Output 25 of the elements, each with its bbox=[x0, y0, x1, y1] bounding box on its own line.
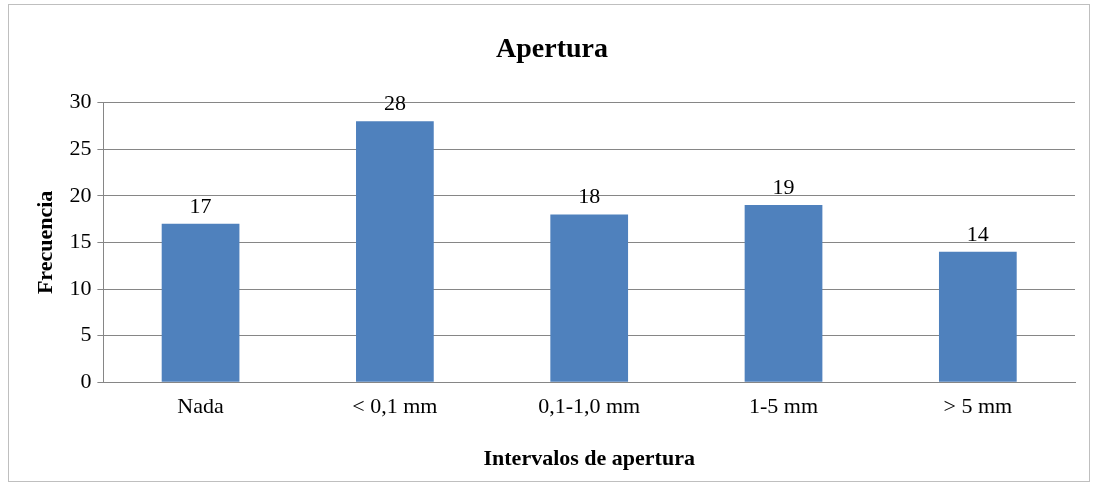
x-tick-label: < 0,1 mm bbox=[352, 393, 438, 419]
y-tick-label: 15 bbox=[69, 228, 92, 254]
y-tick-label: 5 bbox=[80, 321, 92, 347]
bar bbox=[938, 251, 1017, 382]
y-tick-label: 20 bbox=[69, 181, 92, 207]
x-tick-label: 1-5 mm bbox=[748, 393, 819, 419]
x-tick-label: Nada bbox=[177, 393, 224, 419]
y-tick-label: 25 bbox=[69, 134, 92, 160]
bar bbox=[550, 214, 629, 382]
y-tick-label: 30 bbox=[69, 88, 92, 114]
data-label: 19 bbox=[772, 173, 795, 199]
y-axis-title: Frecuencia bbox=[31, 190, 57, 295]
data-label: 28 bbox=[383, 90, 406, 116]
data-label: 14 bbox=[966, 220, 989, 246]
data-label: 17 bbox=[189, 192, 212, 218]
y-tick-label: 0 bbox=[80, 367, 92, 393]
data-label: 18 bbox=[578, 183, 601, 209]
bar bbox=[356, 121, 434, 382]
chart-title: Apertura bbox=[496, 32, 608, 64]
x-tick-label: > 5 mm bbox=[943, 393, 1013, 419]
x-axis-title: Intervalos de apertura bbox=[483, 445, 695, 471]
bar bbox=[161, 223, 240, 382]
y-tick-label: 10 bbox=[69, 274, 92, 300]
x-tick-label: 0,1-1,0 mm bbox=[538, 393, 641, 419]
bar bbox=[744, 205, 823, 382]
